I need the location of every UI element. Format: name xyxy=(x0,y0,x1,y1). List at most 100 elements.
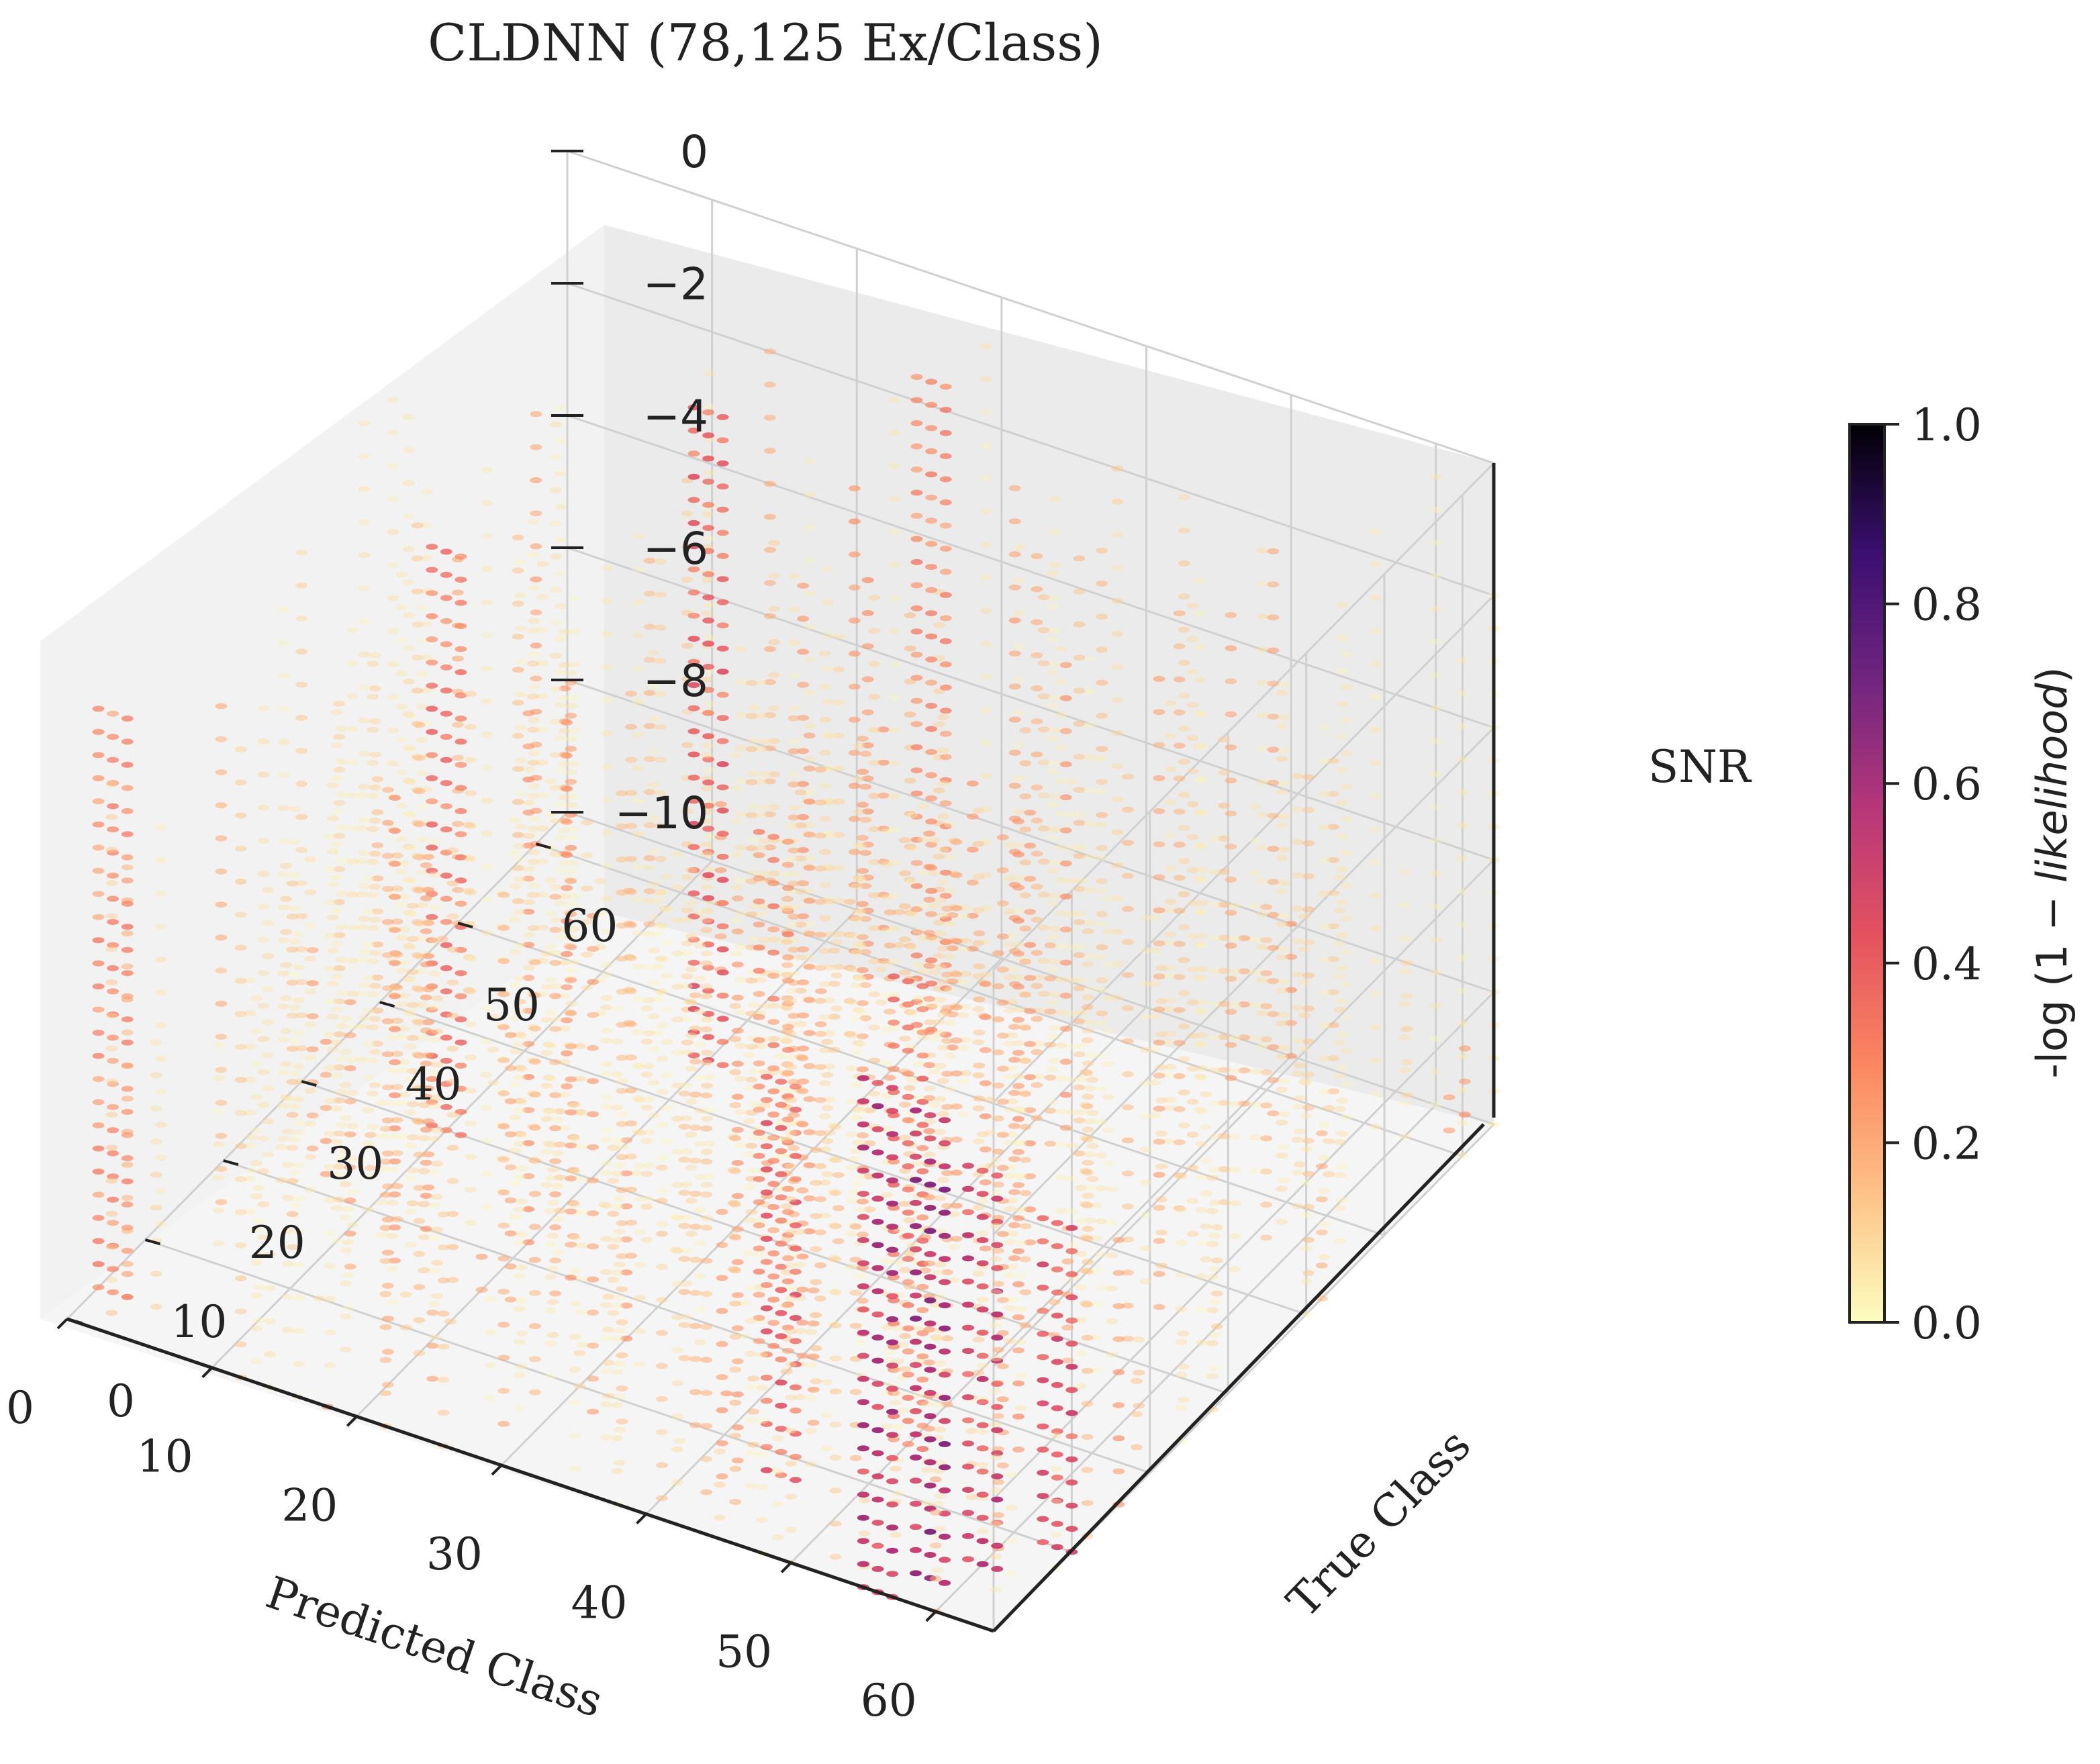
data-point xyxy=(1012,1172,1025,1179)
data-point xyxy=(703,1074,716,1081)
data-point xyxy=(990,1520,1002,1527)
data-point xyxy=(600,664,613,671)
data-point xyxy=(854,1207,867,1213)
data-point xyxy=(1298,1012,1310,1019)
data-point xyxy=(848,816,861,822)
data-point xyxy=(916,1400,929,1406)
data-point xyxy=(522,1206,535,1212)
data-point xyxy=(1291,839,1304,846)
data-point xyxy=(805,1328,818,1335)
data-point xyxy=(871,1195,884,1202)
data-point xyxy=(976,1445,989,1452)
data-point xyxy=(330,1171,343,1178)
data-point xyxy=(509,949,522,956)
data-point xyxy=(295,714,308,721)
data-point xyxy=(731,1292,744,1298)
data-point xyxy=(996,933,1009,940)
data-point xyxy=(416,869,428,875)
data-point xyxy=(775,1472,787,1479)
data-point xyxy=(1049,694,1061,701)
data-point xyxy=(814,1064,826,1071)
data-point xyxy=(1006,1164,1018,1171)
data-point xyxy=(822,566,834,573)
data-point xyxy=(767,1320,780,1326)
data-point xyxy=(796,1088,809,1095)
data-point xyxy=(326,881,339,888)
data-point xyxy=(1073,720,1086,727)
data-point xyxy=(939,522,952,529)
data-point xyxy=(1059,827,1072,834)
data-point xyxy=(333,1163,346,1170)
data-point xyxy=(745,1450,757,1457)
data-point xyxy=(565,712,577,719)
data-point xyxy=(616,1253,628,1259)
data-point xyxy=(1122,1203,1134,1210)
data-point xyxy=(1238,935,1251,942)
data-point xyxy=(1051,1428,1063,1434)
data-point xyxy=(910,582,923,589)
data-point xyxy=(917,968,930,975)
data-point xyxy=(426,659,438,666)
data-point xyxy=(760,1166,773,1173)
data-point xyxy=(734,1042,747,1049)
data-point xyxy=(504,1230,517,1237)
data-point xyxy=(976,1363,989,1369)
data-point xyxy=(671,1214,684,1221)
data-point xyxy=(1055,1108,1067,1115)
data-point xyxy=(330,742,343,748)
data-point xyxy=(1218,1166,1231,1173)
data-point xyxy=(929,1509,942,1516)
data-point xyxy=(295,781,308,787)
data-point xyxy=(335,824,348,831)
data-point xyxy=(215,967,228,974)
data-point xyxy=(694,1075,706,1081)
data-point xyxy=(917,1034,930,1041)
data-point xyxy=(362,975,375,981)
data-point xyxy=(487,1014,499,1020)
data-point xyxy=(701,511,714,518)
data-point xyxy=(105,1177,118,1184)
data-point xyxy=(395,968,408,975)
data-point xyxy=(1164,766,1177,773)
data-point xyxy=(979,1146,992,1153)
data-point xyxy=(465,1055,477,1061)
data-point xyxy=(972,1204,985,1211)
data-point xyxy=(1102,928,1114,935)
data-point xyxy=(729,1036,742,1042)
data-point xyxy=(613,1426,626,1433)
data-point xyxy=(685,1065,698,1072)
data-point xyxy=(821,1171,834,1177)
data-point xyxy=(1004,1305,1016,1312)
data-point xyxy=(785,1285,798,1292)
data-point xyxy=(979,1113,992,1120)
data-point xyxy=(558,695,571,701)
data-point xyxy=(512,799,524,805)
data-point xyxy=(785,1493,798,1500)
data-point xyxy=(512,766,524,772)
data-point xyxy=(661,940,673,946)
data-point xyxy=(1006,1131,1018,1138)
data-point xyxy=(1458,1078,1471,1085)
data-point xyxy=(616,922,628,929)
data-point xyxy=(504,1197,517,1204)
data-point xyxy=(753,1153,765,1159)
data-point xyxy=(775,1449,787,1455)
data-point xyxy=(1164,931,1177,938)
data-point xyxy=(455,716,467,722)
data-point xyxy=(1046,735,1059,742)
data-point xyxy=(527,627,540,634)
data-point xyxy=(522,1040,535,1047)
data-point xyxy=(428,937,441,944)
data-point xyxy=(371,809,384,816)
data-point xyxy=(980,409,992,415)
data-point xyxy=(512,898,524,904)
data-point xyxy=(1318,791,1331,797)
data-point xyxy=(755,745,767,752)
data-point xyxy=(528,1157,541,1164)
data-point xyxy=(832,798,845,805)
data-point xyxy=(701,1148,713,1155)
data-point xyxy=(972,1039,985,1046)
data-point xyxy=(996,1462,1009,1469)
data-point xyxy=(634,1096,646,1103)
